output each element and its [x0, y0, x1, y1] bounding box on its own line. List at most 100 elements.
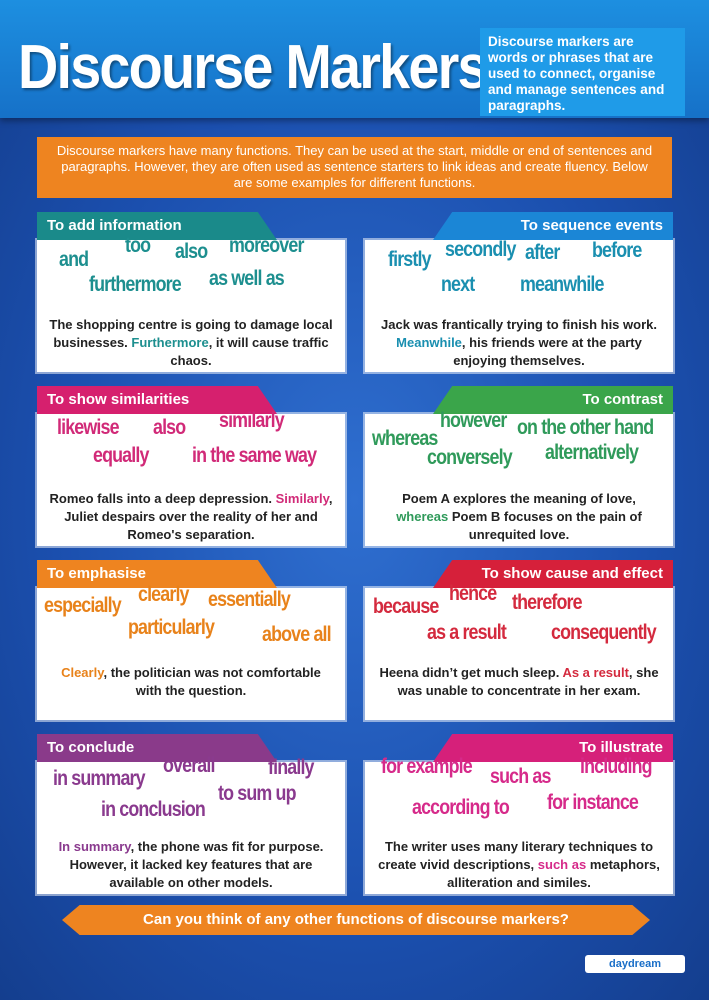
example-sentence: Romeo falls into a deep depression. Simi… — [47, 490, 335, 544]
panel: To show cause and effect because hence ther… — [365, 560, 673, 720]
marker-word: as well as — [209, 267, 285, 290]
marker-word: similarly — [219, 409, 285, 432]
example-text: Jack was frantically trying to finish hi… — [381, 317, 657, 332]
panel: To sequence events firstly secondly after be… — [365, 212, 673, 372]
intro: Discourse markers have many functions. T… — [37, 137, 672, 198]
panel-heading: To show similarities — [37, 386, 277, 414]
marker-word: next — [441, 273, 475, 296]
marker-word: furthermore — [89, 273, 182, 296]
example-text: The shopping centre is going to damage l… — [49, 317, 333, 350]
panel: To add information and too also moreover furt… — [37, 212, 345, 372]
marker-word: above all — [262, 623, 332, 646]
example-marker: In summary — [58, 839, 131, 854]
marker-word: before — [592, 239, 642, 262]
panel-box — [37, 240, 345, 372]
marker-word: also — [153, 416, 186, 439]
example-text: metaphors, alliteration and similes. — [447, 857, 660, 890]
marker-word: essentially — [208, 588, 291, 611]
example-sentence: Clearly, the politician was not comforta… — [47, 664, 335, 700]
marker-word: for instance — [547, 791, 639, 814]
marker-word: as a result — [427, 621, 507, 644]
example-text: , she was unable to concentrate in her e… — [397, 665, 659, 698]
example-text: The writer uses many literary techniques… — [378, 839, 654, 872]
marker-word: especially — [44, 594, 122, 617]
marker-word: alternatively — [545, 441, 639, 464]
panel-box — [365, 588, 673, 720]
panel-heading: To illustrate — [433, 734, 673, 762]
marker-word: in summary — [53, 767, 146, 790]
panel: To show similarities likewise also similarl… — [37, 386, 345, 546]
panel-heading: To emphasise — [37, 560, 277, 588]
example-marker: such as — [537, 857, 587, 872]
example-text: Poem B focuses on the pain of unrequited… — [448, 509, 642, 542]
marker-word: to sum up — [218, 782, 296, 805]
marker-word: such as — [490, 765, 551, 788]
panel: To contrast whereas however on the other ha… — [365, 386, 673, 546]
marker-word: in the same way — [192, 444, 317, 467]
example-text: Poem A explores the meaning of love, — [402, 491, 636, 506]
marker-word: according to — [412, 796, 510, 819]
example-text: , his friends were at the party enjoying… — [453, 335, 642, 368]
marker-word: because — [373, 595, 439, 618]
marker-word: too — [125, 234, 151, 257]
example-marker: whereas — [396, 509, 449, 524]
marker-word: after — [525, 241, 560, 264]
marker-word: equally — [93, 444, 149, 467]
panel-box — [37, 414, 345, 546]
example-text: , Juliet despairs over the reality of he… — [64, 491, 333, 542]
example-text: , the politician was not comfortable wit… — [103, 665, 321, 698]
example-text: Romeo falls into a deep depression. — [49, 491, 276, 506]
marker-word: conversely — [427, 446, 513, 469]
marker-word: therefore — [512, 591, 583, 614]
panel: To conclude in summary overall finally to su… — [37, 734, 345, 894]
panel: To emphasise especially clearly essentially… — [37, 560, 345, 720]
marker-word: for example — [381, 755, 473, 778]
logo: daydream — [585, 955, 685, 973]
example-sentence: The shopping centre is going to damage l… — [47, 316, 335, 370]
title: Discourse Markers — [18, 33, 489, 102]
marker-word: likewise — [57, 416, 120, 439]
example-sentence: In summary, the phone was fit for purpos… — [47, 838, 335, 892]
marker-word: moreover — [229, 234, 304, 257]
marker-word: clearly — [138, 583, 189, 606]
marker-word: however — [440, 409, 507, 432]
panel-box — [37, 588, 345, 720]
marker-word: consequently — [551, 621, 657, 644]
marker-word: finally — [268, 756, 314, 779]
marker-word: hence — [449, 582, 497, 605]
marker-word: firstly — [388, 248, 432, 271]
example-marker: Furthermore — [131, 335, 209, 350]
footer-question: Can you think of any other functions of … — [62, 905, 650, 935]
example-text: , it will cause traffic chaos. — [170, 335, 329, 368]
example-marker: Similarly — [275, 491, 329, 506]
panel-heading: To show cause and effect — [433, 560, 673, 588]
panel-heading: To sequence events — [433, 212, 673, 240]
marker-word: particularly — [128, 616, 215, 639]
marker-word: on the other hand — [517, 416, 654, 439]
panel-box — [365, 240, 673, 372]
panel-heading: To contrast — [433, 386, 673, 414]
panel-heading: To conclude — [37, 734, 277, 762]
header: Discourse Markers Discourse markers are … — [0, 0, 709, 118]
example-sentence: Poem A explores the meaning of love, whe… — [375, 490, 663, 544]
example-marker: Meanwhile — [396, 335, 462, 350]
description: Discourse markers are words or phrases t… — [480, 28, 685, 116]
marker-word: including — [580, 755, 653, 778]
marker-word: secondly — [445, 238, 516, 261]
marker-word: and — [59, 248, 89, 271]
panel-box — [365, 762, 673, 894]
example-sentence: The writer uses many literary techniques… — [375, 838, 663, 892]
example-text: Heena didn’t get much sleep. — [379, 665, 563, 680]
example-sentence: Heena didn’t get much sleep. As a result… — [375, 664, 663, 700]
marker-word: whereas — [372, 427, 438, 450]
marker-word: also — [175, 240, 208, 263]
example-sentence: Jack was frantically trying to finish hi… — [375, 316, 663, 370]
panel-box — [37, 762, 345, 894]
marker-word: overall — [163, 754, 215, 777]
panel-heading: To add information — [37, 212, 277, 240]
marker-word: meanwhile — [520, 273, 604, 296]
panel: To illustrate for example such as including… — [365, 734, 673, 894]
panel-box — [365, 414, 673, 546]
marker-word: in conclusion — [101, 798, 206, 821]
